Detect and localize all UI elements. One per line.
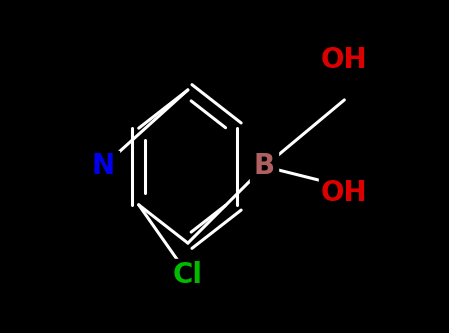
Bar [319,177,370,209]
Text: B: B [254,153,275,180]
Bar [251,151,278,182]
Text: Cl: Cl [173,261,203,289]
Text: OH: OH [321,46,368,74]
Bar [319,44,370,76]
Text: N: N [92,153,114,180]
Bar [165,259,211,290]
Bar [87,151,119,182]
Text: OH: OH [321,179,368,207]
